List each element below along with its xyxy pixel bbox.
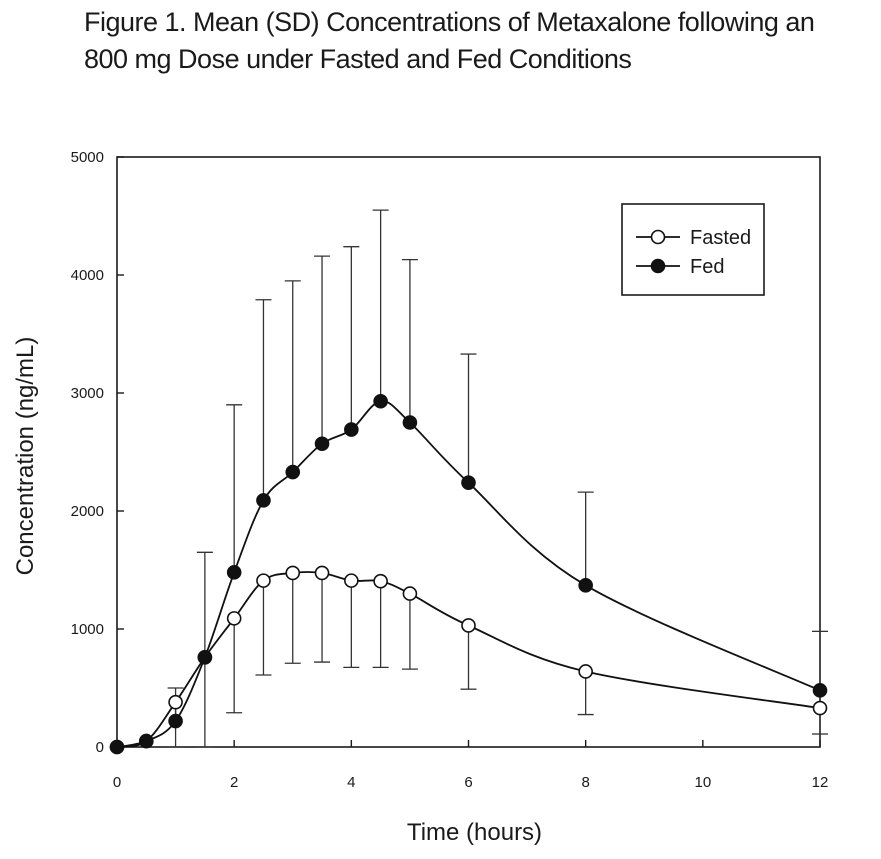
x-tick-label: 2 (230, 774, 238, 791)
x-tick-label: 0 (113, 774, 121, 791)
fasted-data-point (344, 573, 359, 588)
fed-data-point (812, 683, 828, 698)
x-tick-label: 6 (464, 774, 472, 791)
fed-data-point (285, 464, 301, 480)
x-tick-label: 12 (812, 774, 829, 791)
x-axis-title: Time (hours) (407, 819, 542, 846)
y-tick-label: 5000 (71, 149, 104, 166)
fasted-data-point (373, 573, 388, 589)
fed-data-point (256, 493, 271, 508)
chart-title-line-1: Figure 1. Mean (SD) Concentrations of Me… (84, 7, 815, 37)
fasted-data-point (402, 586, 418, 601)
y-tick-label: 2000 (71, 503, 104, 520)
fasted-data-point (256, 573, 271, 588)
legend: Fasted Fed (621, 203, 765, 296)
legend-fed-marker (650, 258, 666, 274)
chart-title-line-2: 800 mg Dose under Fasted and Fed Conditi… (84, 44, 632, 74)
fed-data-point (138, 733, 154, 749)
x-tick-label: 8 (581, 774, 589, 791)
fed-data-point (578, 578, 593, 593)
y-tick-label: 4000 (71, 267, 104, 284)
fed-data-point (344, 422, 359, 437)
fasted-data-point (812, 700, 828, 716)
fed-data-point (373, 393, 388, 409)
fed-data-point (197, 650, 213, 665)
fed-data-point (402, 415, 418, 430)
y-tick-label: 3000 (71, 385, 104, 402)
fasted-data-point (578, 664, 593, 679)
fasted-data-point (285, 565, 301, 581)
fed-data-point (168, 713, 183, 729)
fed-data-point (314, 436, 330, 452)
fasted-data-point (168, 694, 183, 710)
fed-data-point (226, 565, 242, 580)
legend-fasted-marker (650, 229, 666, 245)
fed-data-point (461, 475, 476, 490)
legend-fasted-label: Fasted (690, 227, 751, 249)
y-tick-label: 0 (96, 739, 104, 756)
fasted-data-point (314, 565, 330, 581)
chart-title: Figure 1. Mean (SD) Concentrations of Me… (84, 4, 874, 78)
fasted-data-point (226, 611, 242, 626)
legend-box (621, 203, 765, 296)
legend-fed-label: Fed (690, 256, 724, 278)
axes: 0 1000 2000 3000 4000 5000 0 2 4 6 8 10 12 Time (hour… (12, 149, 828, 846)
series-markers (109, 393, 828, 755)
fasted-data-point (461, 618, 476, 633)
y-tick-label: 1000 (71, 621, 104, 638)
x-tick-label: 4 (347, 774, 355, 791)
x-tick-label: 10 (694, 774, 711, 791)
y-axis-title: Concentration (ng/mL) (12, 337, 39, 576)
fed-data-point (109, 739, 125, 755)
